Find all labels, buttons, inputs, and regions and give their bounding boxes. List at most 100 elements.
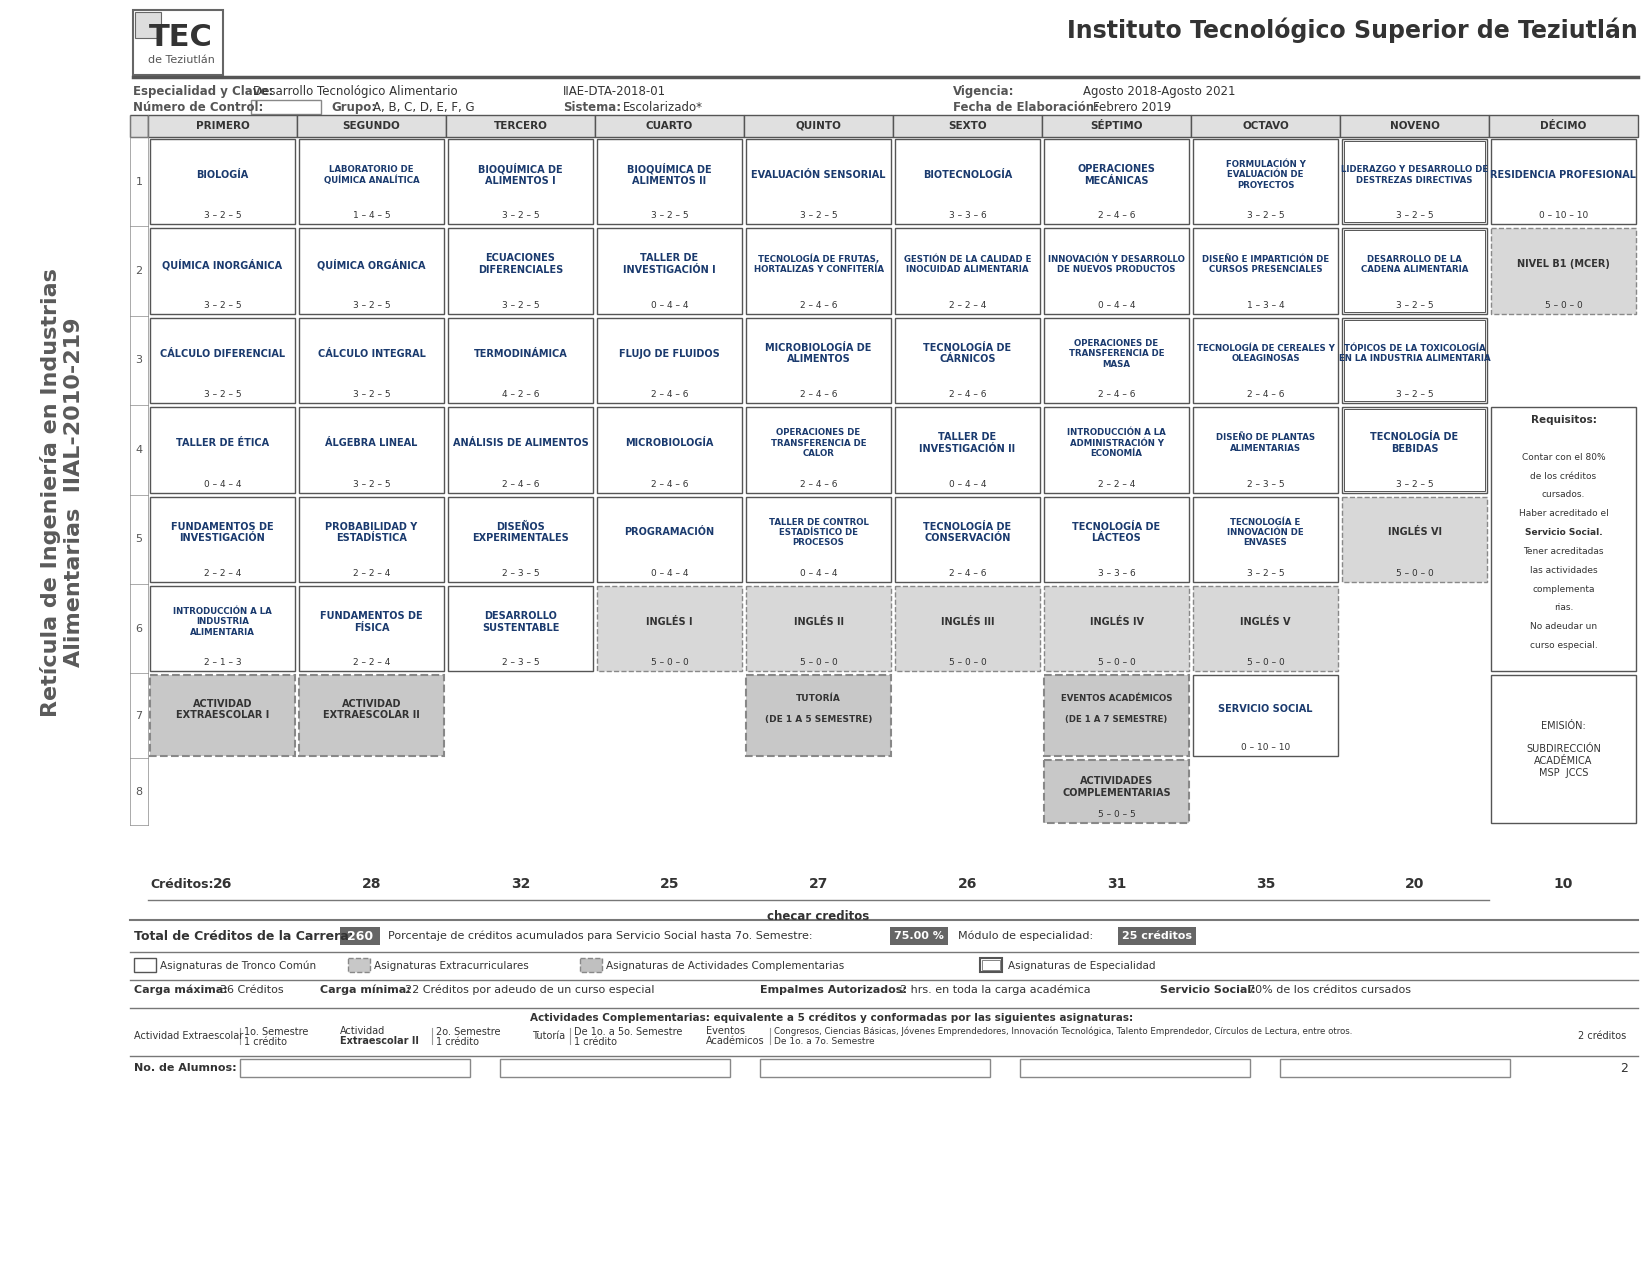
- Bar: [299, 586, 444, 672]
- Text: 1o. Semestre: 1o. Semestre: [244, 1026, 309, 1037]
- Text: Asignaturas de Especialidad: Asignaturas de Especialidad: [1008, 961, 1155, 972]
- Text: 3 – 2 – 5: 3 – 2 – 5: [1247, 212, 1284, 221]
- Text: TERCERO: TERCERO: [493, 121, 548, 131]
- Text: No adeudar un: No adeudar un: [1530, 622, 1597, 631]
- Bar: [1044, 496, 1190, 581]
- Text: 2 – 3 – 5: 2 – 3 – 5: [1247, 479, 1284, 488]
- Text: Módulo de especialidad:: Módulo de especialidad:: [959, 931, 1092, 941]
- Bar: [1345, 409, 1485, 491]
- Text: EVENTOS ACADÉMICOS

(DE 1 A 7 SEMESTRE): EVENTOS ACADÉMICOS (DE 1 A 7 SEMESTRE): [1061, 695, 1172, 724]
- Text: 0 – 4 – 4: 0 – 4 – 4: [800, 569, 837, 578]
- Text: Febrero 2019: Febrero 2019: [1092, 101, 1171, 113]
- Bar: [894, 407, 1040, 492]
- Text: Retícula de Ingeniería en Industrias
Alimentarias  IIAL-2010-219: Retícula de Ingeniería en Industrias Ali…: [40, 268, 84, 717]
- Bar: [150, 496, 295, 581]
- Text: SÉPTIMO: SÉPTIMO: [1091, 121, 1143, 131]
- Text: 2 – 4 – 6: 2 – 4 – 6: [650, 479, 688, 488]
- Text: GESTIÓN DE LA CALIDAD E
INOCUIDAD ALIMENTARIA: GESTIÓN DE LA CALIDAD E INOCUIDAD ALIMEN…: [904, 255, 1031, 274]
- Text: ECUACIONES
DIFERENCIALES: ECUACIONES DIFERENCIALES: [478, 254, 563, 275]
- Bar: [1345, 320, 1485, 402]
- Text: 3: 3: [135, 356, 142, 366]
- Text: 22 Créditos por adeudo de un curso especial: 22 Créditos por adeudo de un curso espec…: [404, 984, 655, 996]
- Text: 26: 26: [957, 877, 977, 891]
- Text: 3 – 2 – 5: 3 – 2 – 5: [650, 212, 688, 221]
- Text: BIOQUÍMICA DE
ALIMENTOS I: BIOQUÍMICA DE ALIMENTOS I: [478, 163, 563, 186]
- Text: Requisitos:: Requisitos:: [1531, 416, 1597, 425]
- Text: 20: 20: [1404, 877, 1424, 891]
- Bar: [135, 11, 162, 38]
- Text: Tutoría: Tutoría: [531, 1031, 564, 1040]
- Bar: [251, 99, 322, 113]
- Text: TECNOLOGÍA DE
CÁRNICOS: TECNOLOGÍA DE CÁRNICOS: [924, 343, 1011, 365]
- Text: 3 – 2 – 5: 3 – 2 – 5: [353, 479, 391, 488]
- Text: QUINTO: QUINTO: [795, 121, 842, 131]
- Text: QUÍMICA INORGÁNICA: QUÍMICA INORGÁNICA: [162, 259, 282, 270]
- Bar: [982, 960, 1000, 970]
- Bar: [1044, 586, 1190, 672]
- Bar: [150, 676, 295, 756]
- Text: 28: 28: [361, 877, 381, 891]
- Bar: [597, 586, 742, 672]
- Bar: [1345, 231, 1485, 312]
- Text: de los créditos: de los créditos: [1531, 472, 1597, 481]
- Text: Número de Control:: Número de Control:: [134, 101, 264, 113]
- Text: cursados.: cursados.: [1541, 491, 1586, 500]
- Bar: [1280, 1060, 1510, 1077]
- Bar: [150, 139, 295, 224]
- Text: TALLER DE ÉTICA: TALLER DE ÉTICA: [177, 439, 269, 448]
- Text: TECNOLOGÍA E
INNOVACIÓN DE
ENVASES: TECNOLOGÍA E INNOVACIÓN DE ENVASES: [1228, 518, 1304, 547]
- Bar: [1492, 139, 1637, 224]
- Text: 0 – 10 – 10: 0 – 10 – 10: [1539, 212, 1587, 221]
- Text: INGLÉS I: INGLÉS I: [647, 617, 693, 627]
- Text: 3 – 2 – 5: 3 – 2 – 5: [502, 301, 540, 310]
- Text: 31: 31: [1107, 877, 1127, 891]
- Bar: [297, 115, 446, 136]
- Text: DÉCIMO: DÉCIMO: [1541, 121, 1587, 131]
- Bar: [449, 407, 592, 492]
- Text: Empalmes Autorizados:: Empalmes Autorizados:: [761, 986, 908, 994]
- Text: DESARROLLO DE LA
CADENA ALIMENTARIA: DESARROLLO DE LA CADENA ALIMENTARIA: [1361, 255, 1468, 274]
- Bar: [1044, 760, 1190, 824]
- Bar: [449, 496, 592, 581]
- Text: Vigencia:: Vigencia:: [954, 85, 1015, 98]
- Text: 1 crédito: 1 crédito: [244, 1037, 287, 1047]
- Bar: [348, 958, 370, 972]
- Bar: [597, 317, 742, 403]
- Bar: [1488, 115, 1638, 136]
- Text: 26: 26: [213, 877, 233, 891]
- Bar: [1193, 228, 1338, 314]
- Bar: [1193, 496, 1338, 581]
- Text: 70% de los créditos cursados: 70% de los créditos cursados: [1247, 986, 1411, 994]
- Text: ANÁLISIS DE ALIMENTOS: ANÁLISIS DE ALIMENTOS: [452, 439, 589, 448]
- Bar: [746, 496, 891, 581]
- Text: 0 – 4 – 4: 0 – 4 – 4: [203, 479, 241, 488]
- Text: Fecha de Elaboración:: Fecha de Elaboración:: [954, 101, 1099, 113]
- Text: RESIDENCIA PROFESIONAL: RESIDENCIA PROFESIONAL: [1490, 170, 1637, 180]
- Bar: [1492, 676, 1637, 824]
- Bar: [134, 958, 157, 972]
- Text: 4 – 2 – 6: 4 – 2 – 6: [502, 390, 540, 399]
- Text: SERVICIO SOCIAL: SERVICIO SOCIAL: [1218, 704, 1313, 714]
- Bar: [1341, 317, 1487, 403]
- Bar: [746, 228, 891, 314]
- Text: Actividad: Actividad: [340, 1026, 384, 1037]
- Bar: [150, 317, 295, 403]
- Text: Carga máxima:: Carga máxima:: [134, 984, 228, 996]
- Text: NIVEL B1 (MCER): NIVEL B1 (MCER): [1516, 259, 1610, 269]
- Text: CÁLCULO DIFERENCIAL: CÁLCULO DIFERENCIAL: [160, 348, 285, 358]
- Text: 1 crédito: 1 crédito: [574, 1037, 617, 1047]
- Text: Eventos: Eventos: [706, 1026, 746, 1037]
- Bar: [746, 586, 891, 672]
- Text: 6: 6: [135, 623, 142, 634]
- Bar: [1044, 407, 1190, 492]
- Text: DISEÑO E IMPARTICIÓN DE
CURSOS PRESENCIALES: DISEÑO E IMPARTICIÓN DE CURSOS PRESENCIA…: [1201, 255, 1328, 274]
- Text: 25: 25: [660, 877, 680, 891]
- Text: 2 créditos: 2 créditos: [1577, 1031, 1627, 1040]
- Text: FORMULACIÓN Y
EVALUACIÓN DE
PROYECTOS: FORMULACIÓN Y EVALUACIÓN DE PROYECTOS: [1226, 159, 1305, 190]
- Text: LABORATORIO DE
QUÍMICA ANALÍTICA: LABORATORIO DE QUÍMICA ANALÍTICA: [323, 164, 419, 185]
- Text: DESARROLLO
SUSTENTABLE: DESARROLLO SUSTENTABLE: [482, 611, 559, 632]
- Bar: [299, 317, 444, 403]
- Text: Servicio Social:: Servicio Social:: [1160, 986, 1256, 994]
- Bar: [1044, 676, 1190, 756]
- Text: FUNDAMENTOS DE
FÍSICA: FUNDAMENTOS DE FÍSICA: [320, 611, 422, 632]
